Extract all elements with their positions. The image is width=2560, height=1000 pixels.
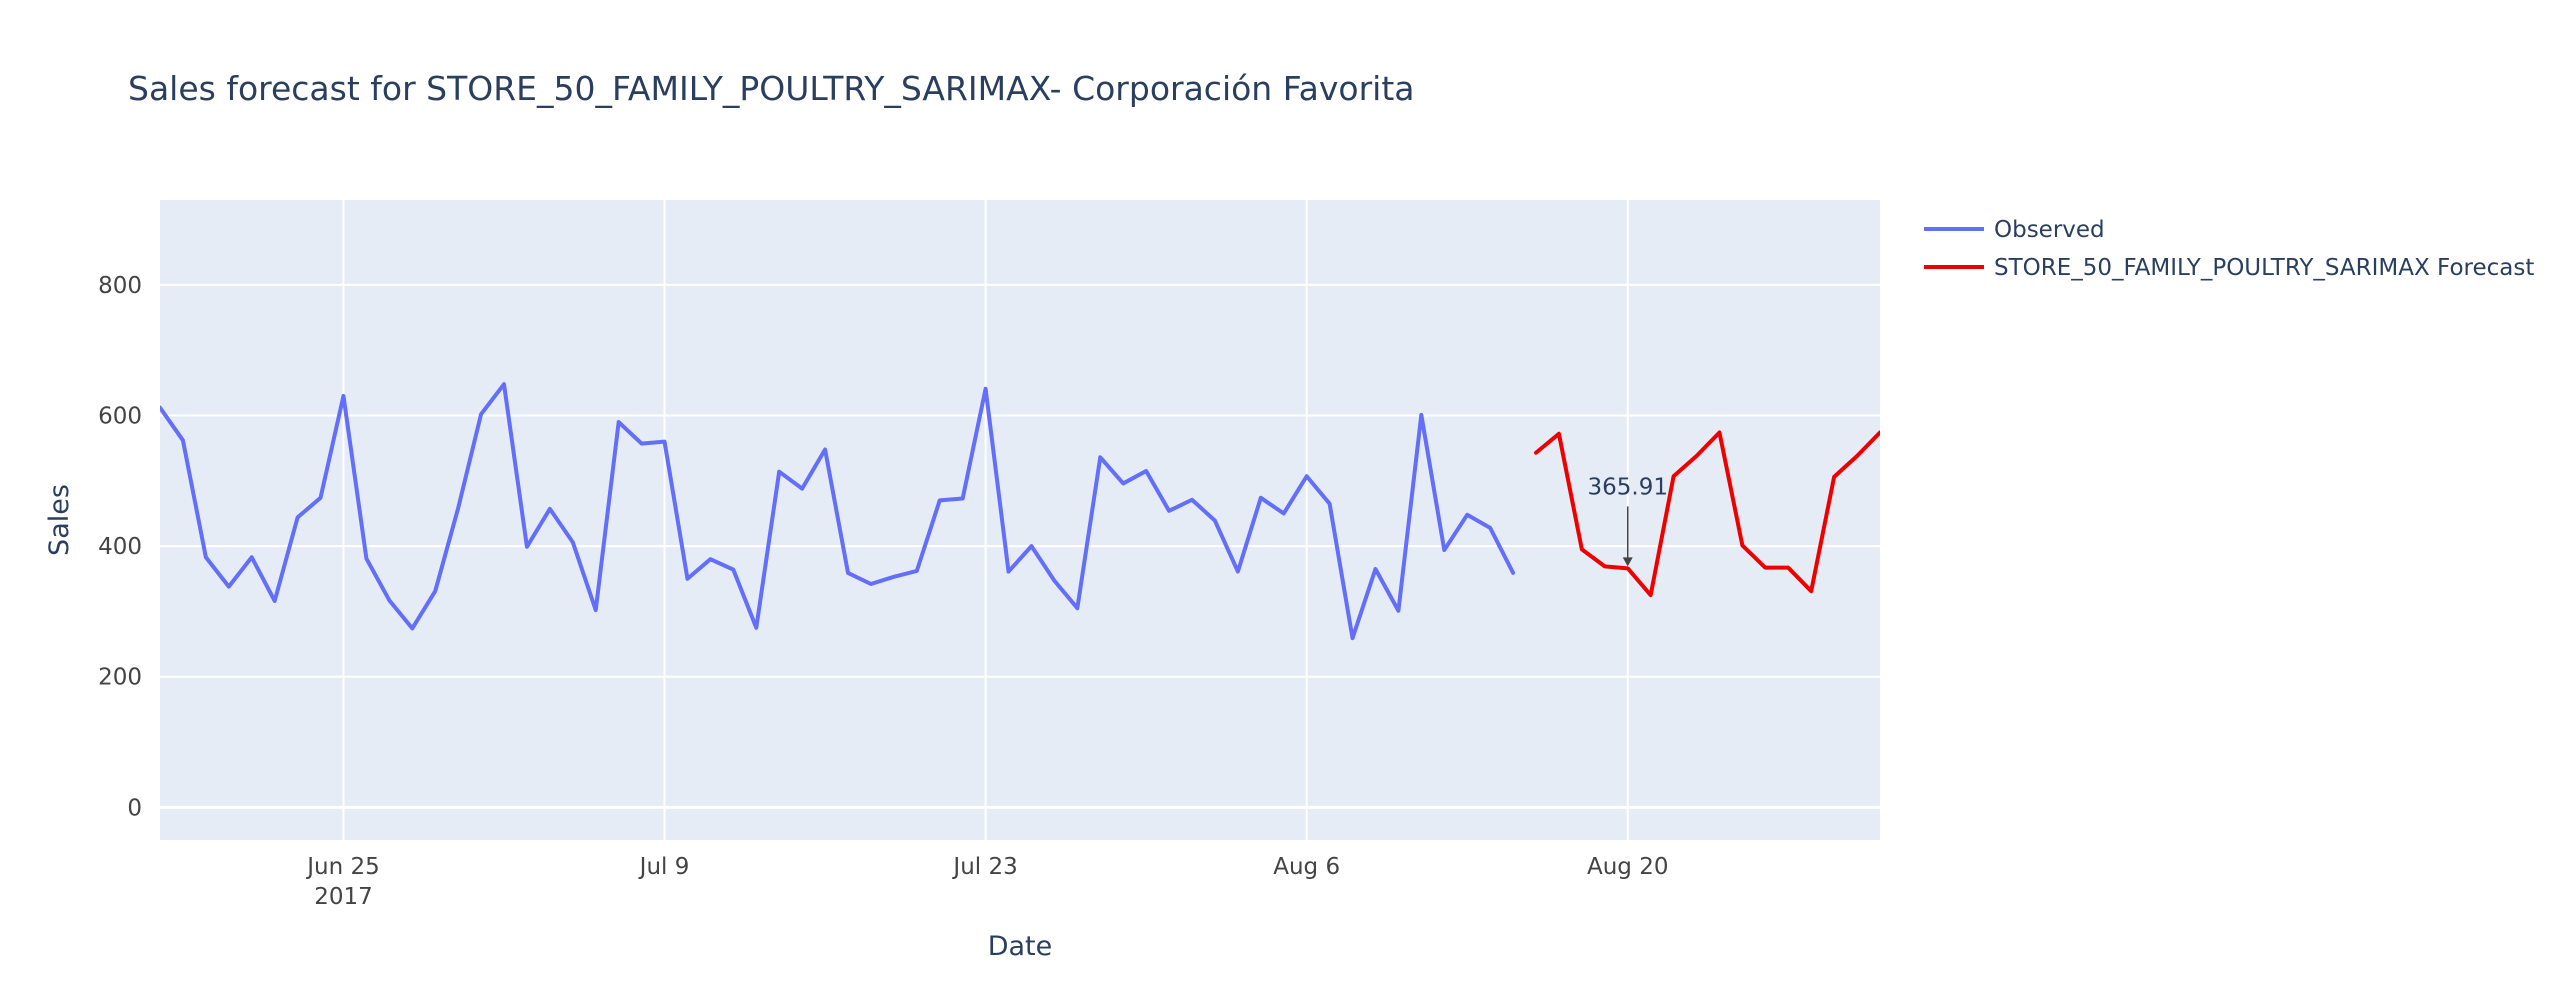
chart-title: Sales forecast for STORE_50_FAMILY_POULT… <box>128 69 1415 108</box>
x-tick-label: Aug 20 <box>1587 854 1669 880</box>
legend-item-label[interactable]: Observed <box>1994 217 2105 243</box>
x-tick-label: Jul 9 <box>638 854 690 880</box>
plot-background <box>160 200 1880 840</box>
y-axis-title: Sales <box>44 484 75 556</box>
axis-ticks: 0 200 400 600 800 Jun 25 2017 Jul 9 Jul 23 Aug 6 A… <box>98 273 1668 910</box>
y-tick-label: 400 <box>98 534 142 560</box>
y-tick-label: 600 <box>98 404 142 430</box>
x-axis-title: Date <box>988 931 1053 962</box>
annotation-arrow-head <box>1622 557 1633 567</box>
annotations: 365.91 <box>1587 474 1668 567</box>
x-tick-label: Jul 23 <box>951 854 1017 880</box>
annotation-label: 365.91 <box>1587 474 1667 500</box>
legend[interactable]: Observed STORE_50_FAMILY_POULTRY_SARIMAX … <box>1924 217 2534 281</box>
legend-item-label[interactable]: STORE_50_FAMILY_POULTRY_SARIMAX Forecast <box>1994 255 2534 281</box>
y-tick-label: 200 <box>98 665 142 691</box>
x-tick-label: Aug 6 <box>1273 854 1340 880</box>
observed-series-line[interactable] <box>160 382 1516 641</box>
y-tick-label: 800 <box>98 273 142 299</box>
forecast-series-line[interactable] <box>1534 430 1880 598</box>
series-lines <box>160 382 1880 641</box>
x-tick-label: Jun 25 <box>305 854 380 880</box>
x-tick-sublabel: 2017 <box>314 884 373 910</box>
y-tick-label: 0 <box>127 795 142 821</box>
